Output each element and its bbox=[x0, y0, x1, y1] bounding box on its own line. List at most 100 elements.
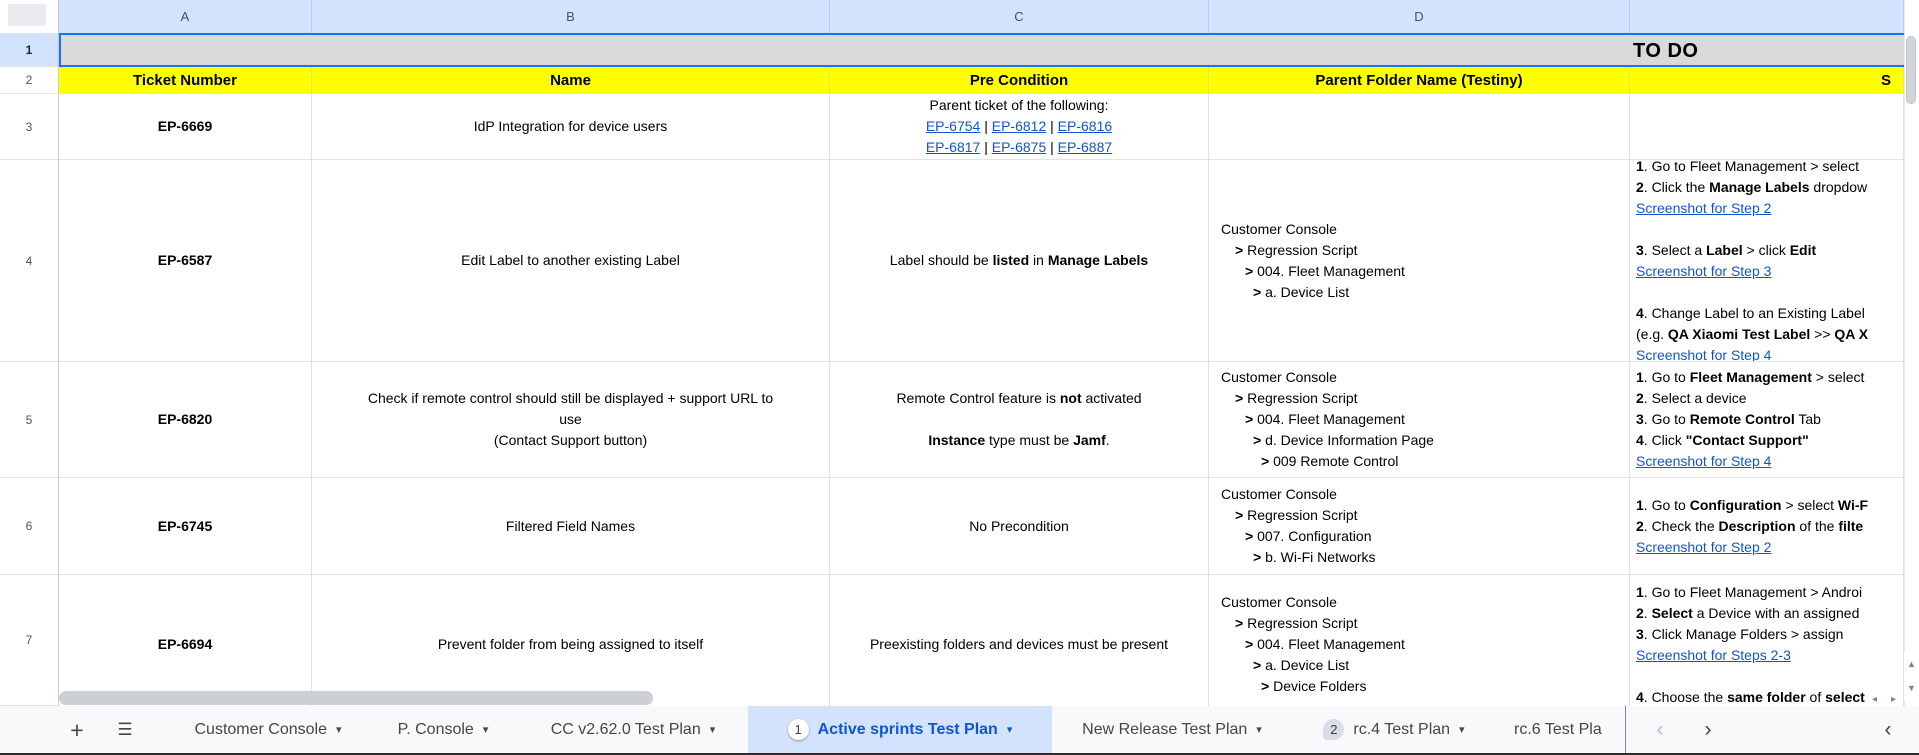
all-sheets-icon[interactable]: ☰ bbox=[117, 720, 133, 739]
chevron-down-icon[interactable]: ▾ bbox=[709, 724, 716, 736]
sheet-tab-new-release-test-plan[interactable]: New Release Test Plan ▾ bbox=[1052, 706, 1292, 753]
cell-B5[interactable]: Check if remote control should still be … bbox=[312, 362, 830, 478]
cell-E7[interactable]: 1. Go to Fleet Management > Androi 2. Sel… bbox=[1630, 575, 1904, 706]
text-segment: . Select a bbox=[1643, 241, 1707, 258]
merged-cell-todo[interactable]: TO DO bbox=[59, 33, 1904, 67]
cell-E6[interactable]: 1. Go to Configuration > select Wi-F 2. C… bbox=[1630, 478, 1904, 575]
row-header-3[interactable]: 3 bbox=[0, 94, 59, 160]
screenshot-link[interactable]: Screenshot for Steps 2-3 bbox=[1636, 646, 1791, 663]
screenshot-link[interactable]: Screenshot for Step 4 bbox=[1636, 346, 1772, 362]
tabbar-right-scroll-arrow[interactable]: ‹ bbox=[1884, 718, 1892, 741]
cell-A4[interactable]: EP-6587 bbox=[59, 160, 312, 362]
row-header-1[interactable]: 1 bbox=[0, 33, 59, 67]
row-header-4[interactable]: 4 bbox=[0, 160, 59, 362]
cell-E3[interactable] bbox=[1630, 94, 1904, 160]
chevron-down-icon[interactable]: ▾ bbox=[1256, 724, 1262, 736]
screenshot-link[interactable]: Screenshot for Step 4 bbox=[1636, 453, 1772, 469]
header-cell-ticket[interactable]: Ticket Number bbox=[59, 67, 312, 94]
header-cell-folder[interactable]: Parent Folder Name (Testiny) bbox=[1209, 67, 1630, 94]
column-header-B[interactable]: B bbox=[312, 0, 830, 33]
column-header-A[interactable]: A bbox=[59, 0, 312, 33]
text-segment: Description bbox=[1718, 517, 1796, 534]
cell-B7[interactable]: Prevent folder from being assigned to it… bbox=[312, 575, 830, 706]
ticket-link[interactable]: EP-6887 bbox=[1057, 139, 1113, 155]
text-segment: Prevent folder from being assigned to it… bbox=[437, 636, 704, 652]
text-segment: 007. Configuration bbox=[1257, 528, 1372, 544]
screenshot-link[interactable]: Screenshot for Step 3 bbox=[1636, 262, 1772, 279]
text-segment: 2 bbox=[1636, 517, 1644, 534]
header-cell-pre[interactable]: Pre Condition bbox=[830, 67, 1209, 94]
text-segment: Jamf bbox=[1073, 432, 1106, 448]
cell-D6[interactable]: Customer Console > Regression Script > 007… bbox=[1209, 478, 1630, 575]
cell-A3[interactable]: EP-6669 bbox=[59, 94, 312, 160]
text-segment: > bbox=[1235, 390, 1248, 406]
next-tabs-arrow[interactable]: › bbox=[1704, 718, 1712, 741]
cell-B4[interactable]: Edit Label to another existing Label bbox=[312, 160, 830, 362]
sheet-tab-rc-6-test-pla[interactable]: rc.6 Test Pla bbox=[1496, 706, 1626, 753]
scroll-left-icon[interactable]: ◂ bbox=[1866, 692, 1883, 706]
header-cell-steps[interactable]: S bbox=[1630, 67, 1904, 94]
cell-D5[interactable]: Customer Console > Regression Script > 004… bbox=[1209, 362, 1630, 478]
cell-E5[interactable]: 1. Go to Fleet Management > select 2. Sel… bbox=[1630, 362, 1904, 478]
header-cell-name[interactable]: Name bbox=[312, 67, 830, 94]
sheet-tab-rc-4-test-plan[interactable]: 2 rc.4 Test Plan ▾ bbox=[1292, 706, 1496, 753]
cell-line: Screenshot for Step 3 bbox=[1636, 261, 1771, 282]
tab-label: rc.6 Test Pla bbox=[1514, 720, 1602, 738]
ticket-link[interactable]: EP-6754 bbox=[925, 118, 981, 134]
cell-C3[interactable]: Parent ticket of the following: EP-6754 |… bbox=[830, 94, 1209, 160]
ticket-link[interactable]: EP-6812 bbox=[991, 118, 1047, 134]
add-sheet-button[interactable]: + bbox=[70, 716, 84, 743]
vertical-scrollbar-thumb[interactable] bbox=[1906, 36, 1916, 104]
ticket-link[interactable]: EP-6875 bbox=[991, 139, 1047, 155]
chevron-down-icon[interactable]: ▾ bbox=[482, 724, 489, 736]
chevron-down-icon[interactable]: ▾ bbox=[1006, 724, 1013, 736]
screenshot-link[interactable]: Screenshot for Step 2 bbox=[1636, 199, 1772, 216]
sheet-tab-cc-v2-62-0-test-plan[interactable]: CC v2.62.0 Test Plan ▾ bbox=[518, 706, 748, 753]
sheet-tab-active-sprints-test-plan[interactable]: 1 Active sprints Test Plan ▾ bbox=[748, 706, 1052, 753]
tab-label: rc.4 Test Plan bbox=[1353, 720, 1451, 738]
cell-C4[interactable]: Label should be listed in Manage Labels bbox=[830, 160, 1209, 362]
row-header-2[interactable]: 2 bbox=[0, 67, 59, 94]
scroll-up-icon[interactable]: ▲ bbox=[1904, 652, 1919, 676]
cell-C6[interactable]: No Precondition bbox=[830, 478, 1209, 575]
column-header-D[interactable]: D bbox=[1209, 0, 1630, 33]
cell-A6[interactable]: EP-6745 bbox=[59, 478, 312, 575]
cell-D4[interactable]: Customer Console > Regression Script > 004… bbox=[1209, 160, 1630, 362]
vertical-scrollbar[interactable] bbox=[1904, 0, 1919, 706]
ticket-link[interactable]: EP-6816 bbox=[1057, 118, 1113, 134]
scroll-down-icon[interactable]: ▼ bbox=[1904, 676, 1919, 700]
row-header-5[interactable]: 5 bbox=[0, 362, 59, 478]
cell-A7[interactable]: EP-6694 bbox=[59, 575, 312, 706]
row-header-7[interactable]: 7 bbox=[0, 575, 59, 706]
cell-E4[interactable]: 1. Go to Fleet Management > select 2. Cli… bbox=[1630, 160, 1904, 362]
sheet-tab-p-console[interactable]: P. Console ▾ bbox=[368, 706, 518, 753]
sheet-tab-customer-console[interactable]: Customer Console ▾ bbox=[168, 706, 368, 753]
cell-C7[interactable]: Preexisting folders and devices must be … bbox=[830, 575, 1209, 706]
horizontal-scrollbar-thumb[interactable] bbox=[59, 691, 653, 705]
select-all-corner[interactable] bbox=[8, 4, 46, 26]
chevron-down-icon[interactable]: ▾ bbox=[335, 724, 342, 736]
prev-tabs-arrow[interactable]: ‹ bbox=[1656, 718, 1664, 741]
text-segment: Regression Script bbox=[1247, 241, 1358, 258]
cell-D3[interactable] bbox=[1209, 94, 1630, 160]
column-header-E[interactable] bbox=[1630, 0, 1904, 33]
text-segment: 1 bbox=[1636, 583, 1644, 600]
ticket-link[interactable]: EP-6817 bbox=[925, 139, 981, 155]
scroll-right-icon[interactable]: ▸ bbox=[1885, 692, 1902, 706]
text-segment: > bbox=[1253, 549, 1266, 565]
text-segment: of bbox=[1805, 688, 1826, 705]
text-segment: 2 bbox=[1636, 178, 1644, 195]
screenshot-link[interactable]: Screenshot for Step 2 bbox=[1636, 538, 1772, 555]
cell-A5[interactable]: EP-6820 bbox=[59, 362, 312, 478]
text-segment: 3 bbox=[1636, 241, 1644, 258]
cell-B6[interactable]: Filtered Field Names bbox=[312, 478, 830, 575]
cell-D7[interactable]: Customer Console > Regression Script > 004… bbox=[1209, 575, 1630, 706]
column-header-C[interactable]: C bbox=[830, 0, 1209, 33]
text-segment: 1 bbox=[1636, 496, 1644, 513]
row-column-corner[interactable] bbox=[0, 0, 59, 33]
row-header-6[interactable]: 6 bbox=[0, 478, 59, 575]
cell-C5[interactable]: Remote Control feature is not activated … bbox=[830, 362, 1209, 478]
cell-B3[interactable]: IdP Integration for device users bbox=[312, 94, 830, 160]
chevron-down-icon[interactable]: ▾ bbox=[1459, 724, 1465, 736]
text-segment: Edit bbox=[1789, 241, 1817, 258]
